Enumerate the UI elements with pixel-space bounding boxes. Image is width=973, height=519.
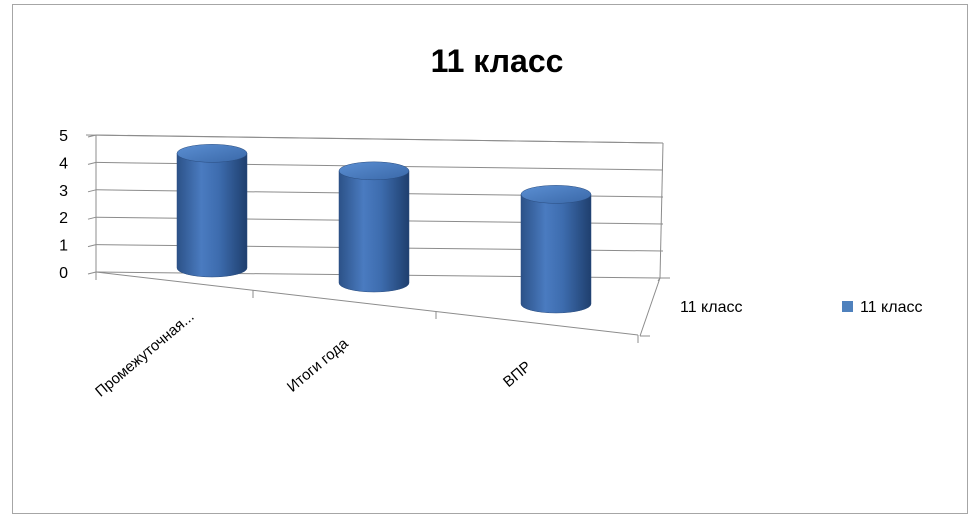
legend: 11 класс xyxy=(842,299,922,316)
y-tick-label: 5 xyxy=(59,128,68,145)
legend-swatch xyxy=(842,301,853,312)
bars xyxy=(176,144,592,314)
y-axis-ticks: 0 1 2 3 4 5 xyxy=(59,128,97,282)
y-tick-label: 2 xyxy=(59,210,68,227)
chart-frame xyxy=(12,4,968,514)
y-tick-label: 1 xyxy=(59,238,68,255)
category-label: Промежуточная... xyxy=(92,308,197,400)
bar xyxy=(520,185,592,314)
category-label: Итоги года xyxy=(284,335,352,396)
y-tick-label: 4 xyxy=(59,155,68,172)
legend-label: 11 класс xyxy=(860,299,922,316)
category-labels: Промежуточная... Итоги года ВПР xyxy=(92,308,534,400)
depth-axis-label: 11 класс xyxy=(680,299,742,316)
y-tick-label: 3 xyxy=(59,183,68,200)
chart-title: 11 класс xyxy=(431,43,564,79)
bar xyxy=(176,144,248,278)
category-label: ВПР xyxy=(500,358,535,391)
bar xyxy=(338,161,410,293)
y-tick-label: 0 xyxy=(59,265,68,282)
